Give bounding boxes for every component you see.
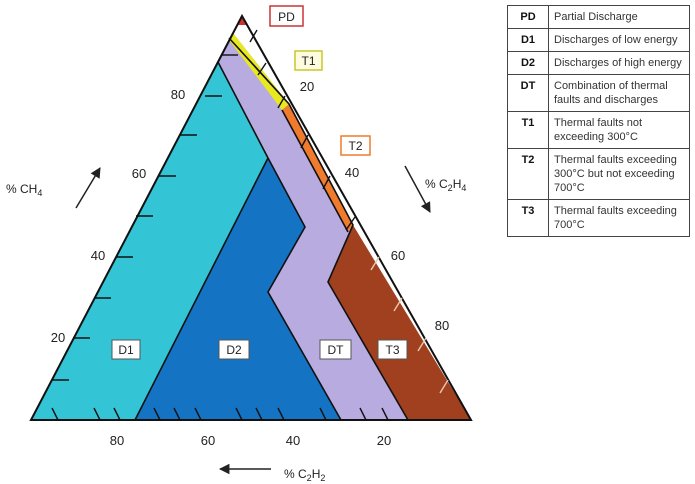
label-pd: PD bbox=[269, 5, 304, 27]
tick-marks-right bbox=[249, 29, 356, 231]
legend-row-t2: T2 Thermal faults exceeding 300°C but no… bbox=[507, 148, 690, 200]
label-d2: D2 bbox=[218, 339, 250, 360]
legend-code: T1 bbox=[507, 111, 549, 149]
ch4-tick-60: 60 bbox=[132, 166, 146, 181]
label-t3: T3 bbox=[377, 339, 408, 360]
legend-row-d2: D2 Discharges of high energy bbox=[507, 51, 690, 75]
ch4-tick-80: 80 bbox=[171, 87, 185, 102]
label-d1: D1 bbox=[111, 339, 141, 360]
zone-dt bbox=[218, 33, 408, 420]
axis-title-ch4: % CH4 bbox=[6, 182, 42, 198]
c2h4-tick-20: 20 bbox=[300, 79, 314, 94]
legend-desc: Discharges of low energy bbox=[548, 28, 690, 52]
svg-text:T2: T2 bbox=[348, 139, 362, 153]
legend-table: PD Partial Discharge D1 Discharges of lo… bbox=[507, 5, 690, 237]
legend-row-d1: D1 Discharges of low energy bbox=[507, 28, 690, 52]
legend-desc: Thermal faults exceeding 300°C but not e… bbox=[548, 148, 690, 200]
legend-row-t1: T1 Thermal faults not exceeding 300°C bbox=[507, 111, 690, 149]
triangle-outline bbox=[29, 13, 473, 421]
legend-desc: Combination of thermal faults and discha… bbox=[548, 74, 690, 112]
arrow-ch4 bbox=[75, 167, 101, 209]
tick-marks-right-light bbox=[370, 256, 449, 394]
c2h2-tick-40: 40 bbox=[286, 433, 300, 448]
c2h4-tick-80: 80 bbox=[435, 318, 449, 333]
duval-triangle-diagram: 80 60 40 20 20 40 60 80 80 60 40 20 % CH… bbox=[6, 5, 473, 483]
c2h2-tick-80: 80 bbox=[110, 433, 124, 448]
zone-d2 bbox=[135, 158, 341, 420]
svg-text:PD: PD bbox=[278, 10, 295, 24]
c2h4-tick-60: 60 bbox=[391, 248, 405, 263]
zone-t2 bbox=[282, 104, 353, 232]
legend-code: D1 bbox=[507, 28, 549, 52]
legend-desc: Partial Discharge bbox=[548, 5, 690, 29]
arrow-c2h4 bbox=[404, 165, 431, 213]
svg-text:D1: D1 bbox=[118, 343, 134, 357]
legend-row-t3: T3 Thermal faults exceeding 700°C bbox=[507, 199, 690, 237]
legend-code: D2 bbox=[507, 51, 549, 75]
tick-marks-left bbox=[52, 54, 238, 381]
legend-code: PD bbox=[507, 5, 549, 29]
legend-desc: Thermal faults not exceeding 300°C bbox=[548, 111, 690, 149]
label-t2: T2 bbox=[340, 135, 371, 156]
legend-row-pd: PD Partial Discharge bbox=[507, 5, 690, 29]
legend-desc: Thermal faults exceeding 700°C bbox=[548, 199, 690, 237]
axis-title-c2h4: % C2H4 bbox=[425, 177, 466, 193]
c2h2-tick-60: 60 bbox=[201, 433, 215, 448]
svg-text:T3: T3 bbox=[385, 343, 399, 357]
svg-text:DT: DT bbox=[328, 343, 345, 357]
legend-code: T3 bbox=[507, 199, 549, 237]
svg-text:D2: D2 bbox=[226, 343, 242, 357]
svg-text:T1: T1 bbox=[301, 54, 315, 68]
zone-t3 bbox=[328, 225, 471, 420]
tick-marks-bottom bbox=[51, 407, 389, 421]
ch4-tick-20: 20 bbox=[51, 330, 65, 345]
ch4-tick-40: 40 bbox=[91, 248, 105, 263]
axis-title-c2h2: % C2H2 bbox=[284, 467, 325, 483]
c2h2-tick-20: 20 bbox=[377, 433, 391, 448]
legend-code: T2 bbox=[507, 148, 549, 200]
label-t1: T1 bbox=[294, 50, 323, 71]
zone-d1 bbox=[31, 62, 268, 420]
c2h4-tick-40: 40 bbox=[345, 165, 359, 180]
legend-desc: Discharges of high energy bbox=[548, 51, 690, 75]
label-dt: DT bbox=[319, 339, 352, 360]
legend-code: DT bbox=[507, 74, 549, 112]
legend-row-dt: DT Combination of thermal faults and dis… bbox=[507, 74, 690, 112]
